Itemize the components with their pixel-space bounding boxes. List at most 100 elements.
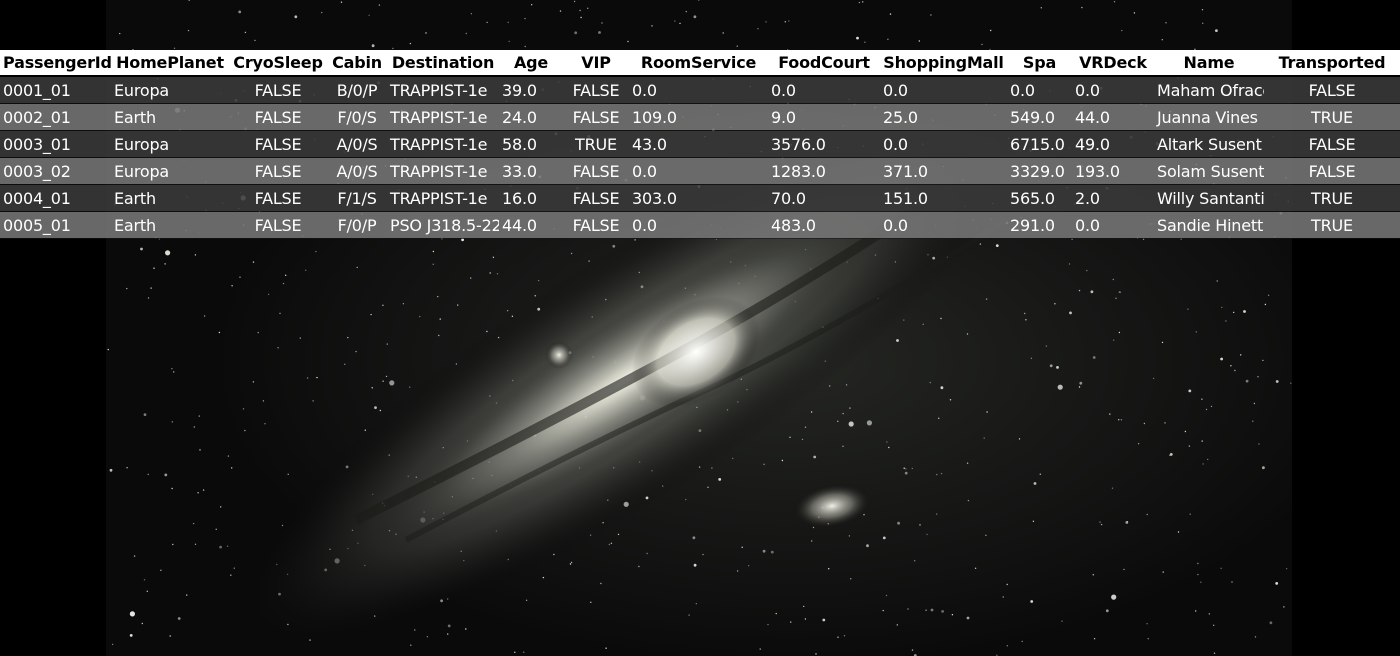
table-cell: TRAPPIST-1e bbox=[387, 76, 499, 104]
column-header: PassengerId bbox=[0, 50, 111, 77]
table-cell: TRAPPIST-1e bbox=[387, 103, 499, 131]
table-cell: TRUE bbox=[563, 130, 629, 158]
table-cell: 371.0 bbox=[880, 157, 1007, 185]
table-cell: 0.0 bbox=[629, 211, 768, 239]
table-cell: FALSE bbox=[229, 103, 327, 131]
table-cell: TRUE bbox=[1264, 103, 1400, 131]
table-cell: PSO J318.5-22 bbox=[387, 211, 499, 239]
table-cell: 0001_01 bbox=[0, 76, 111, 104]
table-cell: 44.0 bbox=[1072, 103, 1154, 131]
table-cell: Earth bbox=[111, 103, 229, 131]
table-cell: 70.0 bbox=[768, 184, 880, 212]
table-cell: 0003_02 bbox=[0, 157, 111, 185]
table-cell: 3329.0 bbox=[1007, 157, 1072, 185]
table-row: 0003_01 Europa FALSE A/0/S TRAPPIST-1e 58.0 TR… bbox=[0, 130, 1400, 158]
table-cell: Willy Santantines bbox=[1154, 184, 1264, 212]
column-header: Destination bbox=[387, 50, 499, 77]
table-cell: FALSE bbox=[229, 157, 327, 185]
table-cell: FALSE bbox=[229, 211, 327, 239]
table-row: 0002_01 Earth FALSE F/0/S TRAPPIST-1e 24.0 FAL… bbox=[0, 103, 1400, 131]
table-cell: FALSE bbox=[563, 157, 629, 185]
table-cell: 0004_01 bbox=[0, 184, 111, 212]
column-header: FoodCourt bbox=[768, 50, 880, 77]
column-header: RoomService bbox=[629, 50, 768, 77]
table-cell: FALSE bbox=[563, 76, 629, 104]
column-header: Cabin bbox=[327, 50, 387, 77]
table-cell: 25.0 bbox=[880, 103, 1007, 131]
column-header: Spa bbox=[1007, 50, 1072, 77]
table-cell: 565.0 bbox=[1007, 184, 1072, 212]
table-cell: 24.0 bbox=[499, 103, 563, 131]
table-cell: 9.0 bbox=[768, 103, 880, 131]
table-cell: FALSE bbox=[1264, 76, 1400, 104]
table-cell: Maham Ofracculy bbox=[1154, 76, 1264, 104]
table-cell: A/0/S bbox=[327, 130, 387, 158]
table-cell: 151.0 bbox=[880, 184, 1007, 212]
table-cell: Juanna Vines bbox=[1154, 103, 1264, 131]
table-cell: FALSE bbox=[563, 184, 629, 212]
table-cell: Earth bbox=[111, 211, 229, 239]
table-cell: 0.0 bbox=[880, 130, 1007, 158]
passenger-table: PassengerId HomePlanet CryoSleep Cabin D… bbox=[0, 50, 1400, 239]
table-cell: 0003_01 bbox=[0, 130, 111, 158]
table-cell: FALSE bbox=[1264, 157, 1400, 185]
table-cell: F/0/S bbox=[327, 103, 387, 131]
table-cell: 193.0 bbox=[1072, 157, 1154, 185]
table-cell: TRAPPIST-1e bbox=[387, 184, 499, 212]
table-cell: 58.0 bbox=[499, 130, 563, 158]
table-cell: A/0/S bbox=[327, 157, 387, 185]
table-cell: 549.0 bbox=[1007, 103, 1072, 131]
table-cell: 49.0 bbox=[1072, 130, 1154, 158]
table-cell: 2.0 bbox=[1072, 184, 1154, 212]
galaxy-illustration bbox=[107, 0, 1292, 656]
table-cell: 1283.0 bbox=[768, 157, 880, 185]
table-cell: FALSE bbox=[229, 76, 327, 104]
column-header: Transported bbox=[1264, 50, 1400, 77]
table-cell: 16.0 bbox=[499, 184, 563, 212]
table-cell: 0.0 bbox=[1072, 76, 1154, 104]
table-cell: 0.0 bbox=[629, 157, 768, 185]
table-cell: 0.0 bbox=[880, 211, 1007, 239]
column-header: VIP bbox=[563, 50, 629, 77]
table-cell: 303.0 bbox=[629, 184, 768, 212]
table-row: 0001_01 Europa FALSE B/0/P TRAPPIST-1e 39.0 FA… bbox=[0, 76, 1400, 104]
table-cell: Earth bbox=[111, 184, 229, 212]
table-cell: TRAPPIST-1e bbox=[387, 157, 499, 185]
table-cell: Europa bbox=[111, 76, 229, 104]
table-cell: 291.0 bbox=[1007, 211, 1072, 239]
table-cell: Solam Susent bbox=[1154, 157, 1264, 185]
table-cell: 0.0 bbox=[768, 76, 880, 104]
table-cell: Europa bbox=[111, 157, 229, 185]
table-cell: Sandie Hinetthon bbox=[1154, 211, 1264, 239]
table-cell: Altark Susent bbox=[1154, 130, 1264, 158]
table-body: 0001_01 Europa FALSE B/0/P TRAPPIST-1e 39.0 FA… bbox=[0, 76, 1400, 239]
table-cell: FALSE bbox=[1264, 130, 1400, 158]
table-cell: Europa bbox=[111, 130, 229, 158]
column-header: CryoSleep bbox=[229, 50, 327, 77]
table-cell: 483.0 bbox=[768, 211, 880, 239]
table-cell: TRUE bbox=[1264, 211, 1400, 239]
table-cell: FALSE bbox=[563, 103, 629, 131]
table-cell: 0.0 bbox=[880, 76, 1007, 104]
table-row: 0003_02 Europa FALSE A/0/S TRAPPIST-1e 33.0 FA… bbox=[0, 157, 1400, 185]
table-cell: TRUE bbox=[1264, 184, 1400, 212]
table-cell: TRAPPIST-1e bbox=[387, 130, 499, 158]
table-header-row: PassengerId HomePlanet CryoSleep Cabin D… bbox=[0, 50, 1400, 77]
column-header: Name bbox=[1154, 50, 1264, 77]
table-cell: 39.0 bbox=[499, 76, 563, 104]
table-cell: 6715.0 bbox=[1007, 130, 1072, 158]
table-cell: 0.0 bbox=[1007, 76, 1072, 104]
table-cell: FALSE bbox=[563, 211, 629, 239]
table-cell: 0005_01 bbox=[0, 211, 111, 239]
column-header: ShoppingMall bbox=[880, 50, 1007, 77]
table-cell: 33.0 bbox=[499, 157, 563, 185]
table-row: 0004_01 Earth FALSE F/1/S TRAPPIST-1e 16.0 FAL… bbox=[0, 184, 1400, 212]
table-cell: F/0/P bbox=[327, 211, 387, 239]
table-cell: FALSE bbox=[229, 184, 327, 212]
table-cell: 43.0 bbox=[629, 130, 768, 158]
column-header: HomePlanet bbox=[111, 50, 229, 77]
table-cell: B/0/P bbox=[327, 76, 387, 104]
table-cell: F/1/S bbox=[327, 184, 387, 212]
column-header: VRDeck bbox=[1072, 50, 1154, 77]
